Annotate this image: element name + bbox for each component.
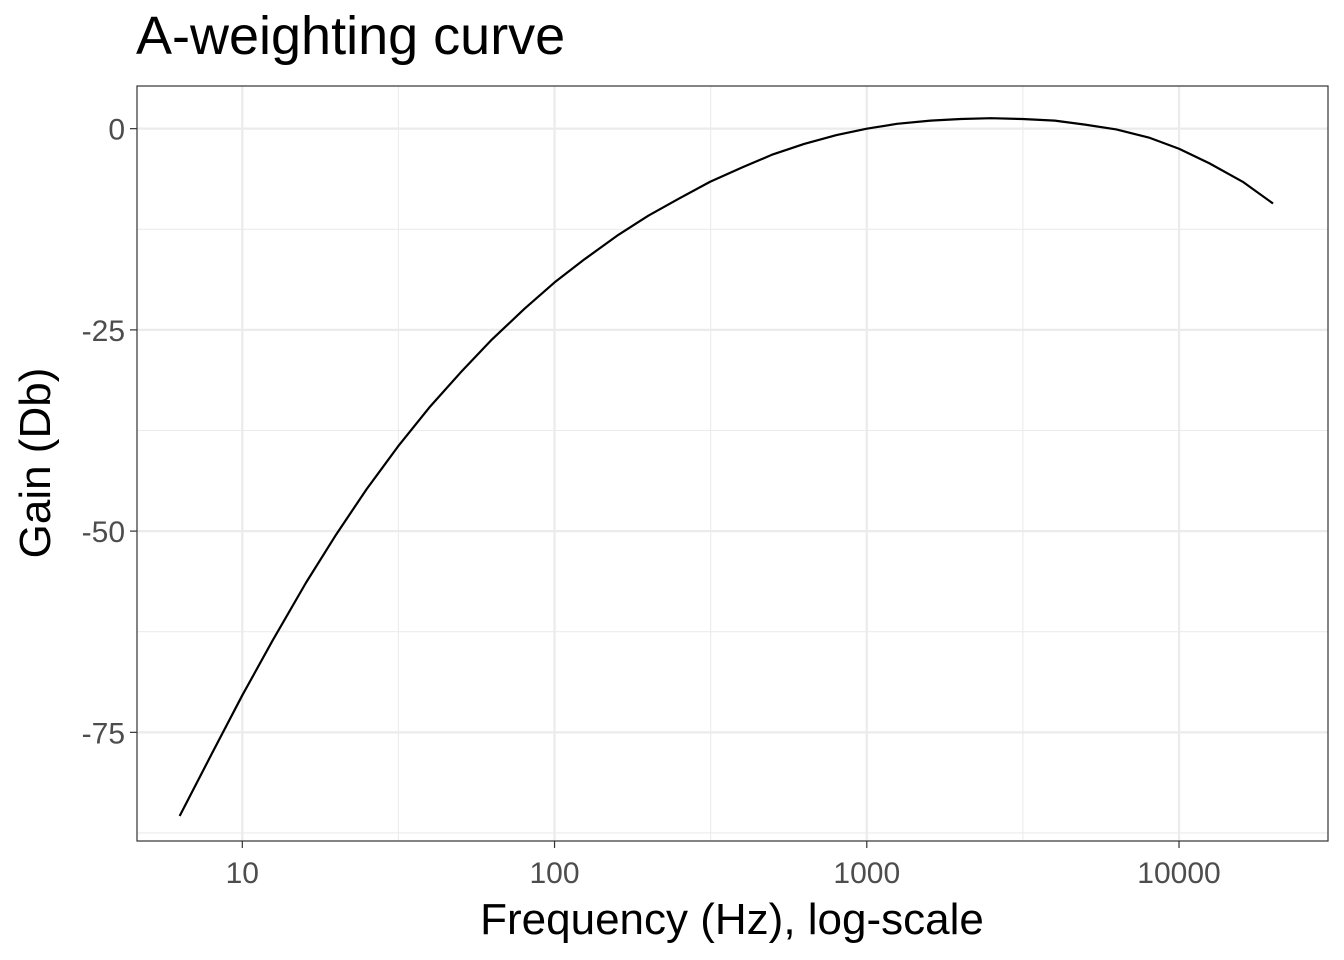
chart-title: A-weighting curve — [136, 6, 566, 66]
y-axis-title: Gain (Db) — [11, 368, 60, 559]
major-gridlines — [137, 86, 1328, 841]
y-tick-label: 0 — [108, 114, 125, 147]
series-layer — [178, 117, 1274, 817]
x-tick-label: 100 — [530, 857, 580, 890]
y-axis: 0 -25 -50 -75 — [82, 114, 137, 750]
x-axis-title: Frequency (Hz), log-scale — [480, 895, 984, 944]
x-tick-label: 10 — [226, 857, 259, 890]
series-line — [178, 117, 1274, 817]
y-tick-label: -25 — [82, 315, 125, 348]
panel-border — [136, 85, 1329, 842]
x-axis: 10 100 1000 10000 — [226, 841, 1221, 890]
y-tick-label: -50 — [82, 516, 125, 549]
minor-gridlines — [137, 86, 1328, 841]
x-tick-label: 10000 — [1137, 857, 1220, 890]
panel-background — [137, 86, 1328, 841]
y-tick-label: -75 — [82, 717, 125, 750]
x-tick-label: 1000 — [833, 857, 900, 890]
